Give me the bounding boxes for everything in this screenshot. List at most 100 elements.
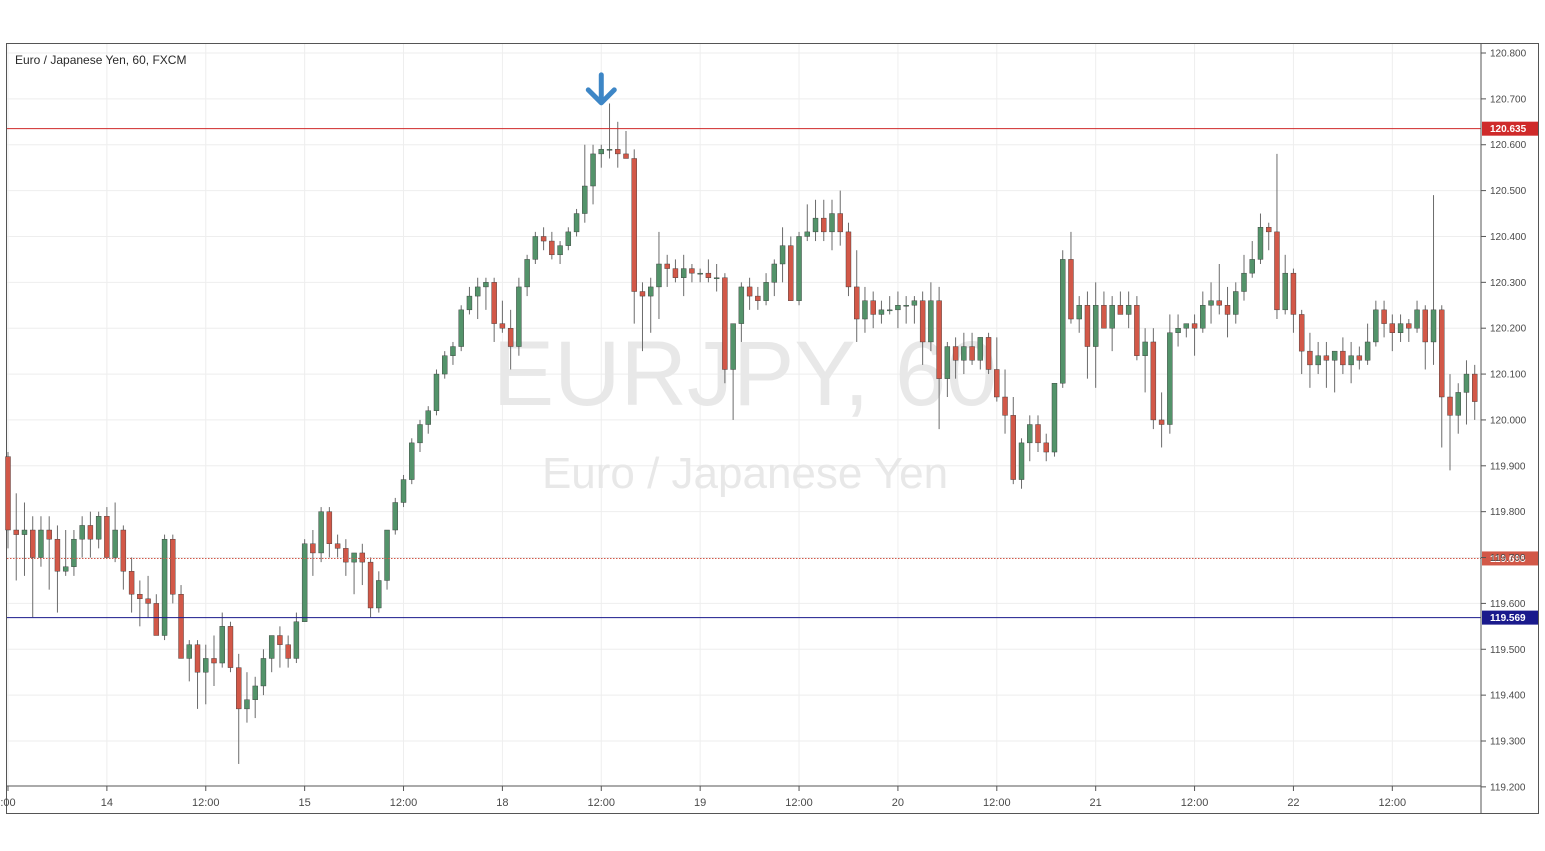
watermark: EURJPY, 60 Euro / Japanese Yen [493, 323, 998, 498]
annotations [585, 72, 617, 106]
arrow-head [585, 87, 617, 106]
candle [1018, 438, 1025, 489]
candle [474, 277, 481, 320]
time-tick-label: 12:00 [1379, 797, 1407, 809]
candle [161, 534, 168, 641]
candle-body [1356, 355, 1363, 361]
candle-body [1257, 227, 1264, 260]
candle-body [1249, 259, 1255, 274]
time-tick-label: 12:00 [983, 797, 1011, 809]
candle [1060, 250, 1066, 388]
candle-body [722, 277, 728, 370]
candle-body [1002, 396, 1008, 416]
candle [1208, 282, 1214, 324]
watermark-name: Euro / Japanese Yen [542, 449, 948, 498]
candle [1158, 392, 1165, 448]
time-tick-label: 12:00 [588, 797, 616, 809]
candle [71, 530, 77, 576]
candle-body [1406, 323, 1412, 329]
candle [812, 199, 819, 242]
candle [1307, 332, 1313, 388]
support-price-tag[interactable] [1482, 610, 1538, 625]
candle [623, 130, 629, 159]
candle-body [244, 699, 250, 710]
last-price-price-tag[interactable] [1482, 551, 1538, 566]
price-tick-label: 120.000 [1490, 415, 1527, 426]
candle-body [1307, 350, 1313, 366]
candle [376, 571, 382, 613]
candle-body [392, 502, 398, 531]
candle-body [631, 158, 637, 292]
candle-body [886, 309, 893, 312]
candle [730, 323, 736, 420]
candle-body [507, 328, 514, 347]
candle-body [285, 644, 291, 659]
candle-body [1439, 309, 1445, 398]
price-axis[interactable]: 120.800 120.700 120.600 120.500 120.400 120.3… [1480, 44, 1527, 813]
candle [1463, 360, 1470, 425]
resistance-price-label: 120.635 [1490, 124, 1527, 135]
candle-body [672, 268, 679, 278]
candle [1356, 346, 1363, 370]
candle [1109, 296, 1115, 352]
candle-body [532, 236, 539, 260]
candle [911, 296, 918, 324]
candle-body [54, 538, 61, 572]
candle-body [87, 525, 94, 540]
candle [326, 507, 333, 558]
candle [343, 539, 349, 576]
candle-body [870, 300, 876, 315]
horizontal-lines[interactable]: 120.635 119.569 119.698 [7, 121, 1538, 625]
candle-body [1018, 442, 1025, 480]
candle [928, 282, 934, 352]
support-price-label: 119.569 [1490, 613, 1526, 624]
candle [153, 594, 160, 636]
candle [433, 369, 440, 416]
candle [120, 525, 127, 590]
candle-body [1373, 309, 1379, 343]
candle [1233, 282, 1239, 324]
candle-body [194, 644, 201, 673]
time-tick-label: 15 [299, 797, 311, 809]
candle-body [351, 552, 357, 563]
watermark-symbol: EURJPY, 60 [493, 323, 998, 425]
resistance-price-tag[interactable] [1482, 121, 1538, 136]
candle [1282, 254, 1288, 315]
candle [763, 273, 769, 306]
candle-body [911, 300, 918, 306]
candle-body [689, 268, 695, 274]
candle [746, 277, 753, 310]
candle-body [1298, 314, 1305, 352]
candle-body [1200, 305, 1206, 329]
time-axis[interactable]: :00 14 12:00 15 12:00 18 12:00 19 12:00 20 12:00 21… [0, 785, 1481, 809]
candle [268, 635, 275, 673]
candle-body [516, 286, 522, 347]
candle-body [359, 552, 366, 563]
candle-body [1208, 300, 1214, 306]
candle [639, 282, 646, 352]
candle-body [1183, 323, 1190, 329]
candle [1373, 300, 1379, 347]
candle-body [755, 295, 761, 301]
candle-body [95, 516, 102, 540]
candle [1092, 282, 1099, 388]
candle-body [1241, 272, 1247, 292]
candle-body [458, 309, 464, 347]
candle-body [648, 286, 654, 297]
candle-body [1134, 305, 1140, 356]
candle-body [1323, 355, 1330, 361]
time-tick-label: 12:00 [390, 797, 418, 809]
candle [1051, 383, 1058, 457]
candle-body [1447, 396, 1453, 416]
candle-body [977, 337, 984, 361]
time-tick-label: 18 [496, 797, 508, 809]
candle-body [112, 529, 118, 558]
candle [1167, 314, 1173, 434]
candle-body [417, 424, 423, 444]
candle-body [153, 603, 160, 636]
candle-body [944, 346, 951, 379]
candle [1035, 415, 1041, 453]
candle [648, 277, 654, 333]
candle [301, 539, 308, 622]
